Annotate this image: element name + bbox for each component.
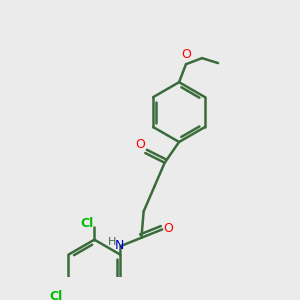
Text: N: N xyxy=(115,239,124,252)
Text: Cl: Cl xyxy=(80,218,93,230)
Text: O: O xyxy=(135,138,145,151)
Text: O: O xyxy=(181,48,191,61)
Text: H: H xyxy=(108,237,116,247)
Text: Cl: Cl xyxy=(50,290,63,300)
Text: O: O xyxy=(163,221,172,235)
